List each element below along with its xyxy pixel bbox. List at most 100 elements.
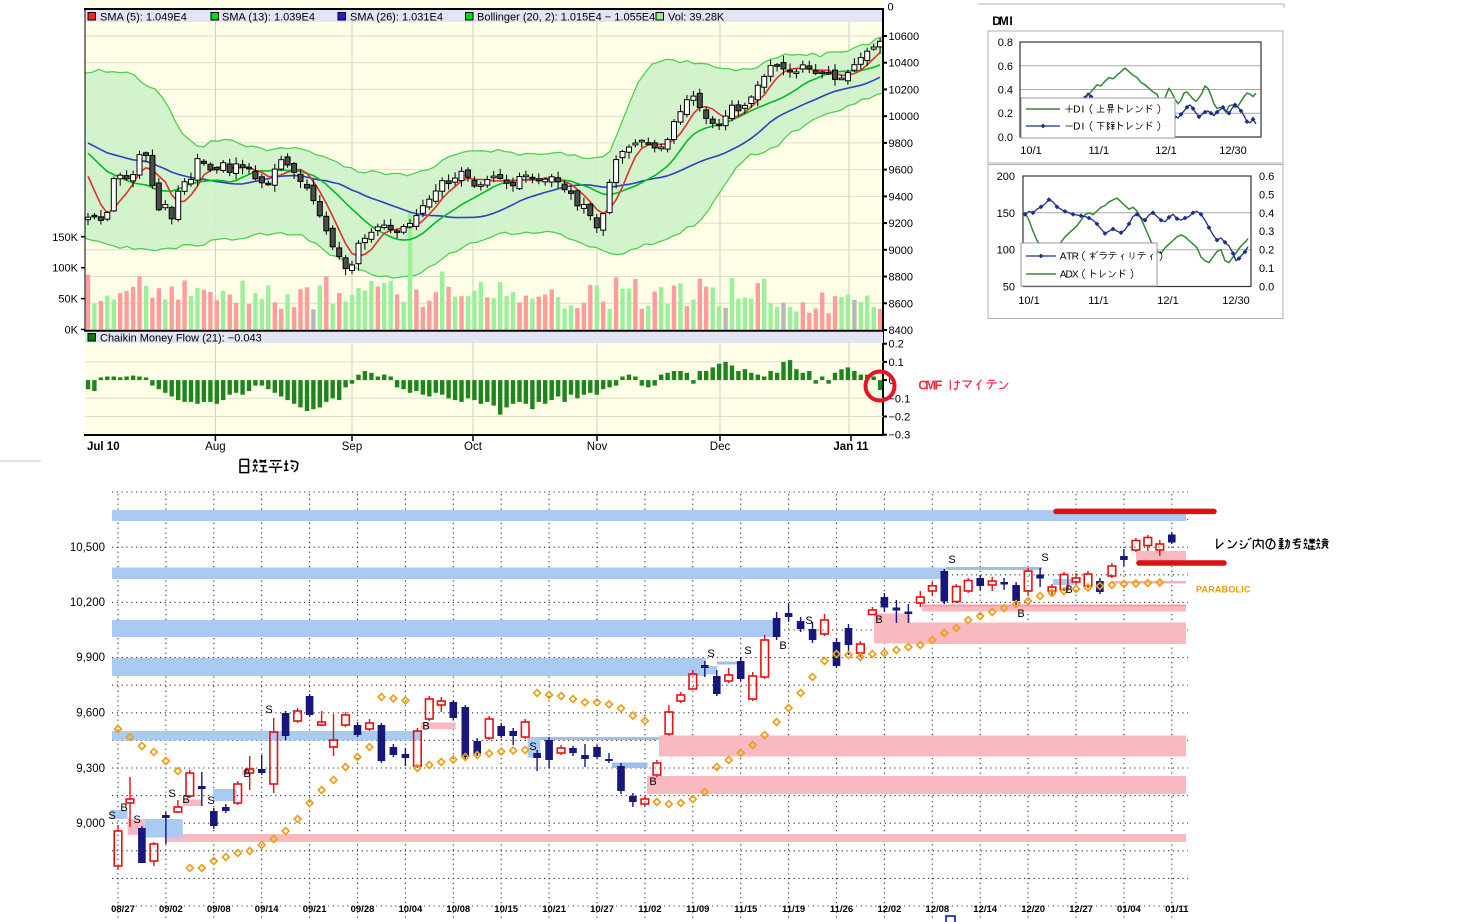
svg-text:I: I: [1081, 105, 1084, 116]
svg-text:12/08: 12/08: [925, 904, 949, 915]
svg-text:100K: 100K: [52, 263, 78, 275]
svg-text:PARABOLIC: PARABOLIC: [1196, 585, 1251, 595]
svg-text:12/02: 12/02: [878, 904, 902, 915]
svg-text:B: B: [422, 721, 429, 733]
svg-text:09/14: 09/14: [255, 904, 279, 915]
svg-text:B: B: [779, 640, 786, 652]
svg-text:Jan 11: Jan 11: [833, 441, 869, 453]
svg-text:0.6: 0.6: [1259, 171, 1274, 183]
svg-text:10/04: 10/04: [399, 904, 423, 915]
svg-text:ド: ド: [1144, 105, 1154, 116]
svg-text:9,300: 9,300: [76, 763, 105, 775]
svg-text:Chaikin Money Flow (21): −0.04: Chaikin Money Flow (21): −0.043: [100, 333, 262, 345]
svg-text:Nov: Nov: [587, 441, 608, 453]
svg-text:11/09: 11/09: [686, 904, 709, 915]
svg-text:S: S: [265, 704, 272, 716]
svg-text:8600: 8600: [889, 298, 913, 310]
svg-text:S: S: [744, 645, 751, 657]
svg-text:ト: ト: [1115, 122, 1125, 133]
svg-text:−0.2: −0.2: [889, 412, 911, 424]
svg-text:100: 100: [997, 245, 1015, 257]
svg-text:ト: ト: [1115, 105, 1125, 116]
svg-text:0.1: 0.1: [1259, 263, 1274, 275]
svg-text:0.2: 0.2: [1259, 245, 1274, 257]
svg-text:Bollinger (20, 2): 1.015E4 − 1: Bollinger (20, 2): 1.015E4 − 1.055E4: [477, 12, 655, 24]
svg-text:9,000: 9,000: [76, 818, 105, 830]
svg-text:0.1: 0.1: [889, 357, 904, 369]
svg-text:B: B: [1017, 608, 1024, 620]
svg-text:0.3: 0.3: [1259, 226, 1274, 238]
svg-text:Aug: Aug: [205, 441, 225, 453]
svg-text:S: S: [108, 810, 115, 822]
svg-text:10/15: 10/15: [494, 904, 518, 915]
svg-text:X: X: [1072, 270, 1079, 281]
svg-text:I: I: [1081, 122, 1084, 133]
svg-text:SMA (13): 1.039E4: SMA (13): 1.039E4: [222, 12, 315, 24]
svg-text:9800: 9800: [889, 138, 913, 150]
svg-text:01/04: 01/04: [1117, 904, 1141, 915]
svg-text:10000: 10000: [889, 111, 920, 123]
svg-text:12/27: 12/27: [1069, 904, 1093, 915]
svg-text:Oct: Oct: [464, 441, 483, 453]
svg-text:S: S: [133, 814, 140, 826]
svg-text:10/27: 10/27: [590, 904, 614, 915]
svg-text:S: S: [529, 741, 536, 753]
svg-text:D: D: [1073, 105, 1080, 116]
svg-text:9200: 9200: [889, 218, 913, 230]
svg-text:B: B: [243, 768, 250, 780]
svg-text:11/1: 11/1: [1089, 145, 1110, 157]
svg-text:S: S: [805, 615, 812, 627]
svg-text:0.2: 0.2: [998, 108, 1013, 120]
svg-text:ト: ト: [1088, 270, 1098, 281]
svg-text:12/20: 12/20: [1021, 904, 1045, 915]
svg-text:150: 150: [997, 208, 1015, 220]
svg-text:9,900: 9,900: [76, 652, 105, 664]
svg-text:0.0: 0.0: [1259, 282, 1274, 294]
svg-text:12/30: 12/30: [1219, 145, 1247, 157]
svg-text:09/28: 09/28: [351, 904, 375, 915]
svg-text:11/02: 11/02: [638, 904, 661, 915]
svg-text:B: B: [182, 794, 189, 806]
svg-text:C: C: [918, 378, 928, 393]
svg-text:Vol: 39.28K: Vol: 39.28K: [668, 12, 725, 24]
svg-text:9,600: 9,600: [76, 708, 105, 720]
svg-text:150K: 150K: [52, 232, 78, 244]
svg-text:T: T: [1066, 252, 1072, 263]
svg-text:10/1: 10/1: [1020, 145, 1041, 157]
svg-text:11/19: 11/19: [782, 904, 805, 915]
svg-text:50K: 50K: [58, 294, 78, 306]
svg-text:9600: 9600: [889, 165, 913, 177]
svg-text:12/30: 12/30: [1222, 295, 1250, 307]
svg-text:12/14: 12/14: [973, 904, 997, 915]
svg-text:A: A: [1060, 270, 1067, 281]
svg-text:S: S: [948, 554, 955, 566]
svg-text:B: B: [649, 776, 656, 788]
svg-text:10400: 10400: [889, 58, 920, 70]
svg-text:10/08: 10/08: [446, 904, 470, 915]
svg-text:R: R: [1072, 252, 1079, 263]
svg-text:S: S: [207, 795, 214, 807]
svg-text:0.5: 0.5: [1259, 189, 1274, 201]
svg-text:−0.1: −0.1: [889, 393, 911, 405]
svg-text:10,500: 10,500: [70, 542, 105, 554]
svg-text:F: F: [935, 378, 943, 393]
svg-text:0.4: 0.4: [998, 85, 1013, 97]
svg-text:I: I: [1009, 14, 1012, 28]
svg-text:M: M: [925, 378, 936, 393]
svg-text:09/08: 09/08: [207, 904, 231, 915]
svg-text:B: B: [120, 802, 127, 814]
svg-text:M: M: [999, 14, 1009, 28]
svg-text:SMA (5): 1.049E4: SMA (5): 1.049E4: [100, 12, 187, 24]
svg-text:D: D: [1066, 270, 1073, 281]
svg-text:8400: 8400: [889, 325, 913, 337]
svg-text:200: 200: [997, 171, 1015, 183]
svg-text:S: S: [168, 788, 175, 800]
svg-text:09/21: 09/21: [303, 904, 327, 915]
svg-text:01/11: 01/11: [1165, 904, 1189, 915]
svg-text:0.0: 0.0: [998, 132, 1013, 144]
svg-text:11/1: 11/1: [1088, 295, 1109, 307]
svg-text:0: 0: [888, 2, 894, 14]
svg-text:A: A: [1060, 252, 1067, 263]
svg-text:10/1: 10/1: [1018, 295, 1039, 307]
svg-text:ド: ド: [1117, 270, 1127, 281]
